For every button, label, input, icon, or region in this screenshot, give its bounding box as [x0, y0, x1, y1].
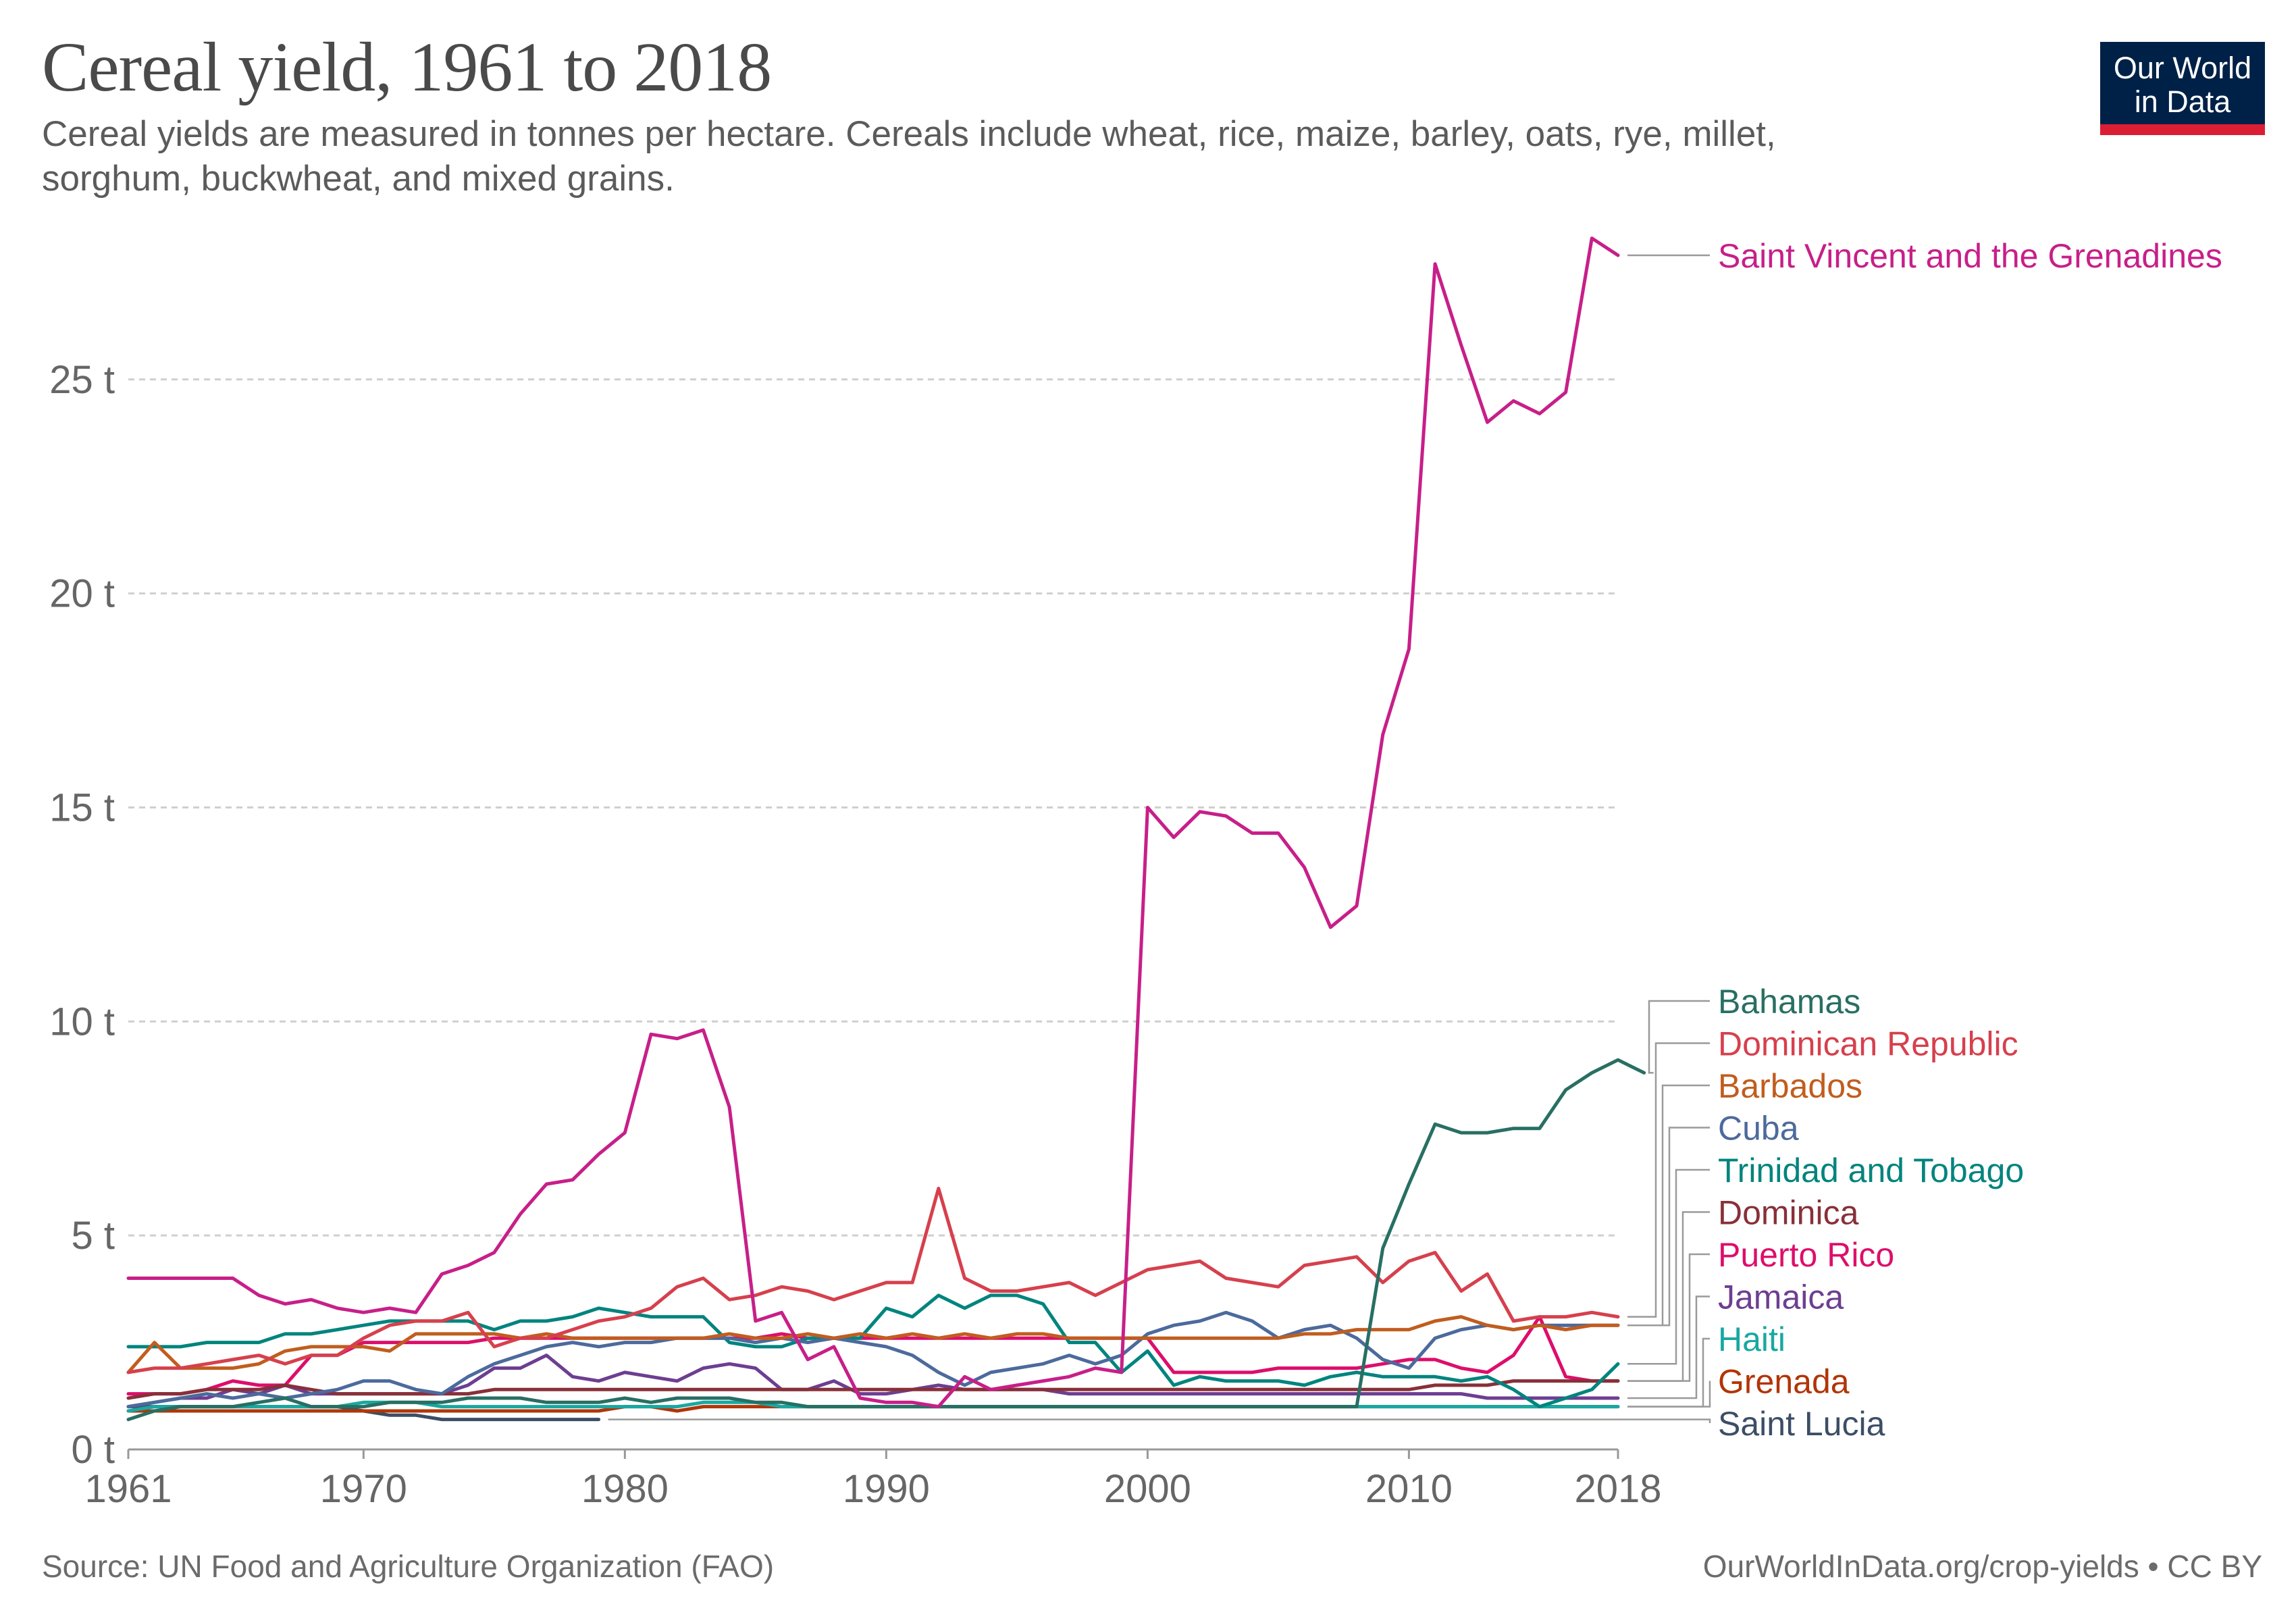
x-tick-label: 2000	[1104, 1467, 1191, 1511]
series-label[interactable]: Dominica	[1718, 1194, 1859, 1232]
label-connector	[1648, 1000, 1710, 1074]
grid-lines	[128, 378, 1618, 1237]
x-tick-label: 1970	[320, 1467, 407, 1511]
series-label[interactable]: Saint Vincent and the Grenadines	[1718, 237, 2222, 275]
label-connector	[1627, 1381, 1711, 1408]
logo-accent-bar	[2100, 124, 2265, 135]
y-tick-label: 25 t	[49, 358, 115, 402]
x-tick-label: 1990	[843, 1467, 930, 1511]
series-label[interactable]: Grenada	[1718, 1363, 1850, 1401]
series-label[interactable]: Cuba	[1718, 1110, 1799, 1148]
series-label[interactable]: Trinidad and Tobago	[1718, 1152, 2024, 1189]
series-line[interactable]	[126, 1293, 1620, 1409]
series-line[interactable]	[126, 1310, 1620, 1409]
series-line[interactable]	[126, 1315, 1620, 1396]
x-tick-label: 1961	[84, 1467, 172, 1511]
series-label[interactable]: Jamaica	[1718, 1279, 1844, 1316]
x-axis: 1961 1970 1980 1990 2000 2010 2018	[84, 1448, 1662, 1511]
y-tick-label: 15 t	[49, 786, 115, 829]
y-tick-label: 20 t	[49, 572, 115, 616]
series-label[interactable]: Haiti	[1718, 1320, 1785, 1358]
y-axis-ticks: 0 t 5 t 10 t 15 t 20 t 25 t	[49, 358, 115, 1472]
x-tick-label: 1980	[581, 1467, 669, 1511]
label-connector	[608, 1418, 1711, 1423]
label-connector	[1627, 1337, 1710, 1408]
series-label[interactable]: Puerto Rico	[1718, 1236, 1894, 1274]
series-label[interactable]: Saint Lucia	[1718, 1405, 1885, 1443]
series-label[interactable]: Dominican Republic	[1718, 1025, 2018, 1063]
series-lines	[126, 236, 1646, 1422]
label-connector	[1627, 1127, 1710, 1327]
series-line[interactable]	[126, 1058, 1646, 1422]
label-connector	[1627, 1295, 1710, 1399]
y-tick-label: 10 t	[49, 1000, 115, 1044]
chart-title: Cereal yield, 1961 to 2018	[42, 28, 772, 106]
series-labels: Saint Vincent and the Grenadines Bahamas D…	[608, 237, 2222, 1443]
credit-link[interactable]: OurWorldInData.org/crop-yields • CC BY	[1702, 1549, 2262, 1584]
label-connector	[1627, 1253, 1710, 1382]
logo-line-2: in Data	[2134, 84, 2231, 119]
series-label[interactable]: Barbados	[1718, 1067, 1862, 1105]
chart-subtitle: Cereal yields are measured in tonnes per…	[42, 114, 1776, 199]
series-line[interactable]	[126, 1187, 1620, 1374]
label-connector	[1627, 1042, 1710, 1318]
label-connector	[1627, 1168, 1710, 1365]
y-tick-label: 0 t	[72, 1428, 115, 1472]
logo-line-1: Our World	[2113, 51, 2252, 85]
source-note: Source: UN Food and Agriculture Organiza…	[42, 1549, 775, 1584]
series-line[interactable]	[126, 236, 1620, 1409]
series-line[interactable]	[126, 1379, 1620, 1400]
x-tick-label: 2018	[1574, 1467, 1661, 1511]
x-tick-label: 2010	[1365, 1467, 1453, 1511]
series-line[interactable]	[126, 1405, 601, 1422]
our-world-in-data-logo[interactable]: Our World in Data	[2100, 42, 2265, 135]
series-label[interactable]: Bahamas	[1718, 983, 1860, 1021]
y-tick-label: 5 t	[72, 1214, 115, 1258]
